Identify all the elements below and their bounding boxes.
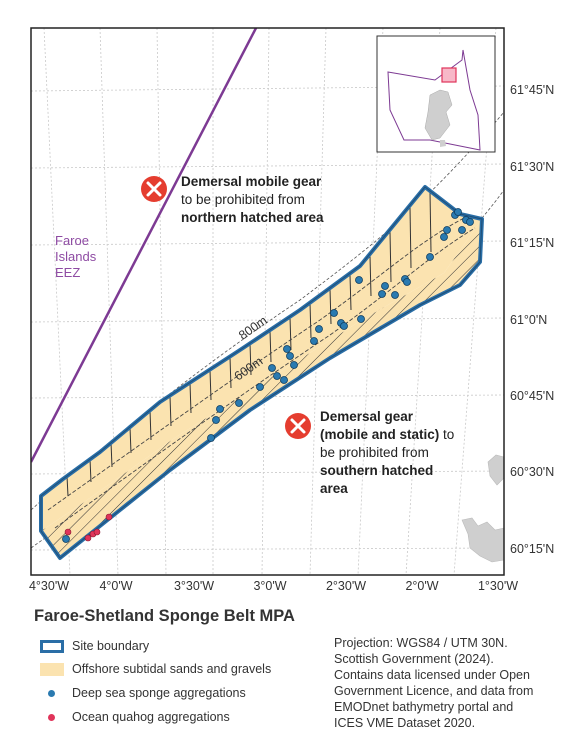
sponge-points — [62, 208, 474, 543]
source-line: Projection: WGS84 / UTM 30N. — [334, 636, 508, 650]
legend-sands-gravels: Offshore subtidal sands and gravels — [40, 660, 271, 678]
lat-label: 60°45'N — [510, 389, 555, 403]
annotation-south-line1: Demersal gear — [320, 409, 414, 424]
legend-label: Site boundary — [72, 639, 150, 653]
annotation-north-line3: northern hatched area — [181, 210, 324, 225]
lon-label: 3°0'W — [253, 579, 287, 593]
source-text: Projection: WGS84 / UTM 30N. Scottish Go… — [334, 635, 574, 731]
annotation-south-line3: be prohibited from — [320, 445, 429, 460]
legend-sponge: Deep sea sponge aggregations — [40, 684, 246, 702]
quahog-points — [64, 513, 113, 542]
legend-dot-sponge — [48, 689, 55, 697]
lat-label: 61°0'N — [510, 313, 548, 327]
land-shetland — [487, 454, 504, 486]
lon-label: 4°0'W — [99, 579, 133, 593]
eez-label-line1: Faroe — [55, 233, 89, 248]
lat-label: 61°45'N — [510, 83, 555, 97]
annotation-south: Demersal gear (mobile and static) to be … — [320, 408, 454, 498]
source-line: Scottish Government (2024). — [334, 652, 494, 666]
lon-label: 2°30'W — [325, 579, 367, 593]
land-shetland-south — [461, 517, 504, 563]
map-frame — [30, 27, 505, 576]
lat-label: 60°30'N — [510, 465, 555, 479]
annotation-south-line4: southern hatched — [320, 463, 434, 478]
lon-label: 1°30'W — [477, 579, 519, 593]
lon-label: 2°0'W — [405, 579, 439, 593]
annotation-south-line2b: to — [439, 427, 455, 442]
legend-dot-quahog — [48, 713, 55, 721]
northern-stripes — [66, 191, 432, 497]
northern-hatched-area — [41, 187, 482, 531]
annotation-north-line2: to be prohibited from — [181, 192, 305, 207]
eez-label-line2: Islands — [55, 249, 97, 264]
lat-label: 61°15'N — [510, 236, 555, 250]
eez-boundary-line — [31, 28, 258, 463]
lon-label: 3°30'W — [173, 579, 215, 593]
map-title: Faroe-Shetland Sponge Belt MPA — [34, 607, 295, 625]
legend-label: Ocean quahog aggregations — [72, 710, 230, 724]
source-line: Government Licence, and data from — [334, 684, 534, 698]
contour-800m — [47, 214, 471, 511]
inset-map — [376, 35, 496, 153]
lon-label: 4°30'W — [28, 579, 70, 593]
legend-quahog: Ocean quahog aggregations — [40, 708, 230, 726]
eez-label: Faroe Islands EEZ — [55, 233, 115, 281]
annotation-south-line2a: (mobile and static) — [320, 427, 440, 442]
source-line: Contains data licensed under Open — [334, 668, 530, 682]
legend-label: Offshore subtidal sands and gravels — [72, 662, 272, 676]
eez-label-line3: EEZ — [55, 265, 81, 280]
source-line: EMODnet bathymetry portal and — [334, 700, 514, 714]
legend-label: Deep sea sponge aggregations — [72, 686, 246, 700]
annotation-south-line5: area — [320, 481, 348, 496]
lat-label: 60°15'N — [510, 542, 555, 556]
prohibit-icon-south — [285, 413, 311, 439]
source-line: ICES VME Dataset 2020. — [334, 716, 476, 730]
lat-label: 61°30'N — [510, 160, 555, 174]
legend-site-boundary: Site boundary — [40, 637, 149, 655]
site-boundary-inner — [40, 186, 483, 559]
annotation-north: Demersal mobile gear to be prohibited fr… — [181, 173, 324, 227]
annotation-north-line1: Demersal mobile gear — [181, 174, 322, 189]
prohibit-icon-north — [141, 176, 167, 202]
legend-swatch-boundary — [40, 639, 64, 653]
legend-swatch-sand — [40, 662, 64, 676]
